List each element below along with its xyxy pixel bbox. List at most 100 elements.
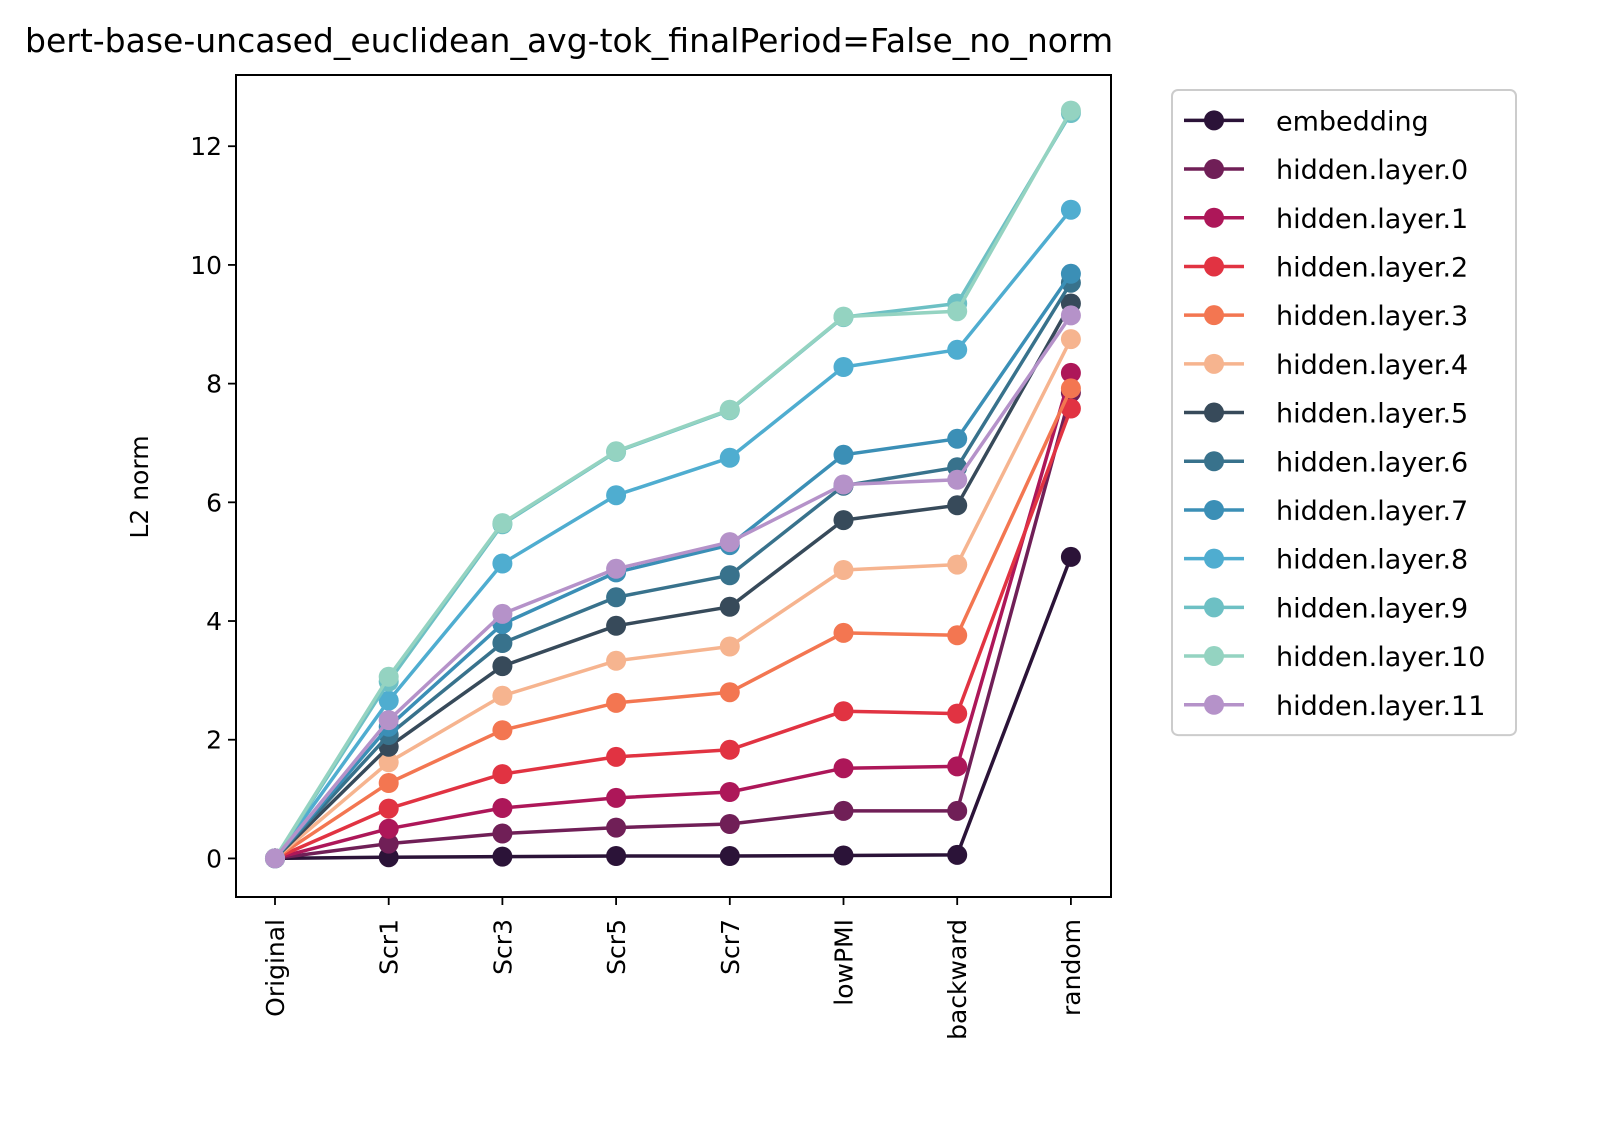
data-point [606,846,627,866]
y-tick-label: 10 [190,251,222,280]
data-point [947,625,968,646]
data-point [606,485,627,506]
data-point [606,650,627,671]
legend-marker [1204,353,1224,374]
data-point [378,833,399,854]
data-point [719,636,740,657]
legend-marker [1204,694,1224,715]
legend-label: hidden.layer.3 [1276,301,1468,332]
data-point [947,756,968,777]
legend-item-hidden-layer-0[interactable]: hidden.layer.0 [1184,155,1468,186]
data-point [947,844,968,865]
data-point [947,703,968,724]
data-point [378,798,399,819]
legend-item-hidden-layer-10[interactable]: hidden.layer.10 [1184,642,1485,673]
legend-label: hidden.layer.11 [1276,691,1485,722]
x-tick-label: lowPMI [830,919,859,1006]
legend-item-embedding[interactable]: embedding [1184,106,1429,137]
legend-item-hidden-layer-8[interactable]: hidden.layer.8 [1184,545,1468,576]
legend-marker [1204,305,1224,326]
legend[interactable]: embedding hidden.layer.0 hidden.layer.1 hid… [1171,89,1517,737]
series-line [274,407,1073,861]
data-point [833,474,854,495]
data-point [606,787,627,808]
data-point [378,710,399,731]
legend-item-hidden-layer-4[interactable]: hidden.layer.4 [1184,350,1468,381]
series-line [274,556,1073,861]
legend-marker [1204,597,1224,618]
data-point [378,818,399,839]
legend-item-hidden-layer-9[interactable]: hidden.layer.9 [1184,593,1468,624]
legend-marker [1204,159,1224,180]
data-point [265,848,285,869]
y-axis-label: L2 norm [125,435,154,538]
data-point [1060,100,1081,121]
legend-item-hidden-layer-11[interactable]: hidden.layer.11 [1184,691,1485,722]
data-point [947,339,968,360]
data-point [947,495,968,516]
data-point [947,301,968,322]
data-point [947,554,968,575]
data-point [492,553,513,574]
data-point [833,306,854,327]
series-line [274,392,1073,861]
data-point [492,513,513,534]
data-point [833,357,854,377]
legend-label: hidden.layer.9 [1276,593,1468,624]
series-line [274,372,1073,861]
plot-frame [235,74,1112,898]
data-point [606,746,627,767]
data-point [378,666,399,687]
series-embedding [265,546,1081,869]
legend-label: hidden.layer.5 [1276,399,1468,430]
data-point [606,615,627,636]
y-tick-label: 12 [190,132,222,161]
plot-area [265,100,1081,869]
data-point [1060,263,1081,284]
x-tick-label: random [1057,919,1086,1016]
series-line [273,208,1073,860]
data-point [606,817,627,838]
data-point [1060,546,1081,567]
x-tick-label: backward [943,919,972,1040]
data-point [1060,398,1081,419]
data-point [492,823,513,844]
chart-title: bert-base-uncased_euclidean_avg-tok_fina… [25,21,1113,60]
data-point [833,560,854,580]
series-line [273,109,1073,860]
x-tick-label: Scr1 [375,919,404,975]
legend-marker [1204,548,1224,569]
legend-label: hidden.layer.1 [1276,204,1468,235]
y-tick-label: 0 [206,844,222,873]
legend-item-hidden-layer-1[interactable]: hidden.layer.1 [1184,204,1468,235]
legend-item-hidden-layer-3[interactable]: hidden.layer.3 [1184,301,1468,332]
data-point [492,720,513,741]
legend-item-hidden-layer-6[interactable]: hidden.layer.6 [1184,447,1468,478]
data-point [378,690,399,711]
data-point [606,558,627,579]
legend-label: hidden.layer.6 [1276,447,1468,478]
data-point [719,782,740,802]
series-line [273,302,1073,860]
legend-item-hidden-layer-7[interactable]: hidden.layer.7 [1184,496,1468,527]
legend-marker [1204,256,1224,277]
data-point [833,845,854,866]
data-point [492,656,513,677]
legend-label: hidden.layer.0 [1276,155,1468,186]
legend-label: embedding [1276,106,1429,137]
series-line [273,281,1073,860]
data-point [833,622,854,643]
data-point [947,800,968,821]
y-tick-label: 2 [206,726,222,755]
legend-item-hidden-layer-5[interactable]: hidden.layer.5 [1184,399,1468,430]
data-point [606,587,627,608]
legend-marker [1204,499,1224,520]
legend-item-hidden-layer-2[interactable]: hidden.layer.2 [1184,252,1468,283]
data-point [947,428,968,449]
data-point [492,764,513,785]
data-point [1060,362,1081,383]
legend-label: hidden.layer.8 [1276,545,1468,576]
data-point [492,846,513,867]
legend-label: hidden.layer.10 [1276,642,1485,673]
